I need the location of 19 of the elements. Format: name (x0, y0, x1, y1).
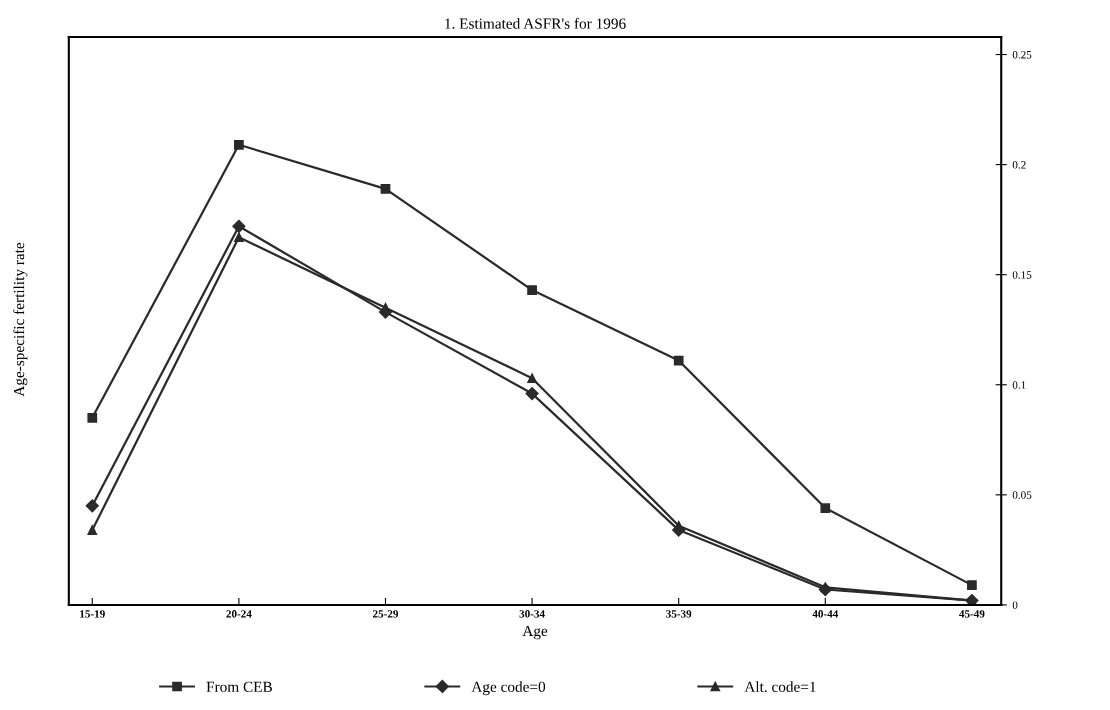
y-tick-label: 0.15 (1012, 271, 1032, 279)
y-tick-label: 0.25 (1012, 51, 1032, 59)
x-tick-label: 30-34 (519, 610, 545, 618)
y-tick-label: 0.1 (1012, 381, 1026, 389)
x-tick-label: 20-24 (226, 610, 252, 618)
y-tick-label: 0.05 (1012, 491, 1032, 499)
chart-title: 1. Estimated ASFR's for 1996 (445, 17, 626, 29)
legend-label: Age code=0 (471, 681, 546, 696)
y-tick-label: 0 (1012, 601, 1018, 609)
legend-label: Alt. code=1 (744, 681, 816, 693)
y-axis-title: Age-specific fertility rate (13, 242, 28, 397)
x-tick-label: 25-29 (372, 610, 399, 618)
x-tick-label: 35-39 (666, 610, 692, 618)
legend-label: From CEB (206, 681, 272, 692)
x-tick-label: 45-49 (959, 610, 985, 618)
y-tick-label: 0.2 (1012, 161, 1026, 169)
x-axis-title: Age (522, 625, 548, 640)
x-tick-label: 15-19 (80, 610, 105, 618)
x-tick-label: 40-44 (812, 610, 839, 618)
